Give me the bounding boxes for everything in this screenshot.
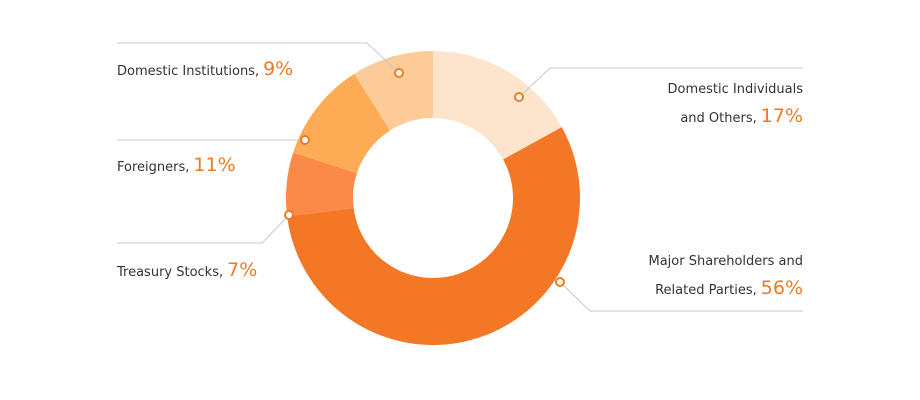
slice-label: Domestic Individuals and Others, 17% (643, 77, 803, 132)
donut-slice (287, 127, 580, 346)
slice-name: Major Shareholders and Related Parties, (648, 254, 803, 298)
slice-label: Domestic Institutions, 9% (117, 56, 293, 85)
slice-value: 56% (760, 277, 803, 299)
slice-name: Domestic Individuals and Others, (667, 82, 803, 126)
leader-line (117, 214, 290, 244)
leader-line (518, 67, 803, 98)
leader-dot (555, 277, 565, 287)
leader-line (559, 281, 803, 312)
slice-name: Foreigners, (117, 160, 190, 175)
leader-dot (514, 92, 524, 102)
slice-label: Treasury Stocks, 7% (117, 257, 257, 286)
leader-dot (284, 210, 294, 220)
leader-line (117, 42, 400, 74)
donut-slice (354, 51, 433, 131)
slice-label: Major Shareholders and Related Parties, 5… (623, 249, 803, 304)
slice-value: 9% (263, 58, 294, 80)
donut-slice (286, 152, 357, 217)
leader-dot (300, 135, 310, 145)
slice-value: 17% (760, 105, 803, 127)
slice-value: 11% (193, 154, 236, 176)
slice-name: Domestic Institutions, (117, 64, 260, 79)
donut-slice (433, 51, 562, 160)
donut-slice (293, 73, 391, 174)
slice-name: Treasury Stocks, (117, 265, 224, 280)
leader-dot (394, 68, 404, 78)
slice-value: 7% (227, 259, 258, 281)
slice-label: Foreigners, 11% (117, 152, 236, 181)
